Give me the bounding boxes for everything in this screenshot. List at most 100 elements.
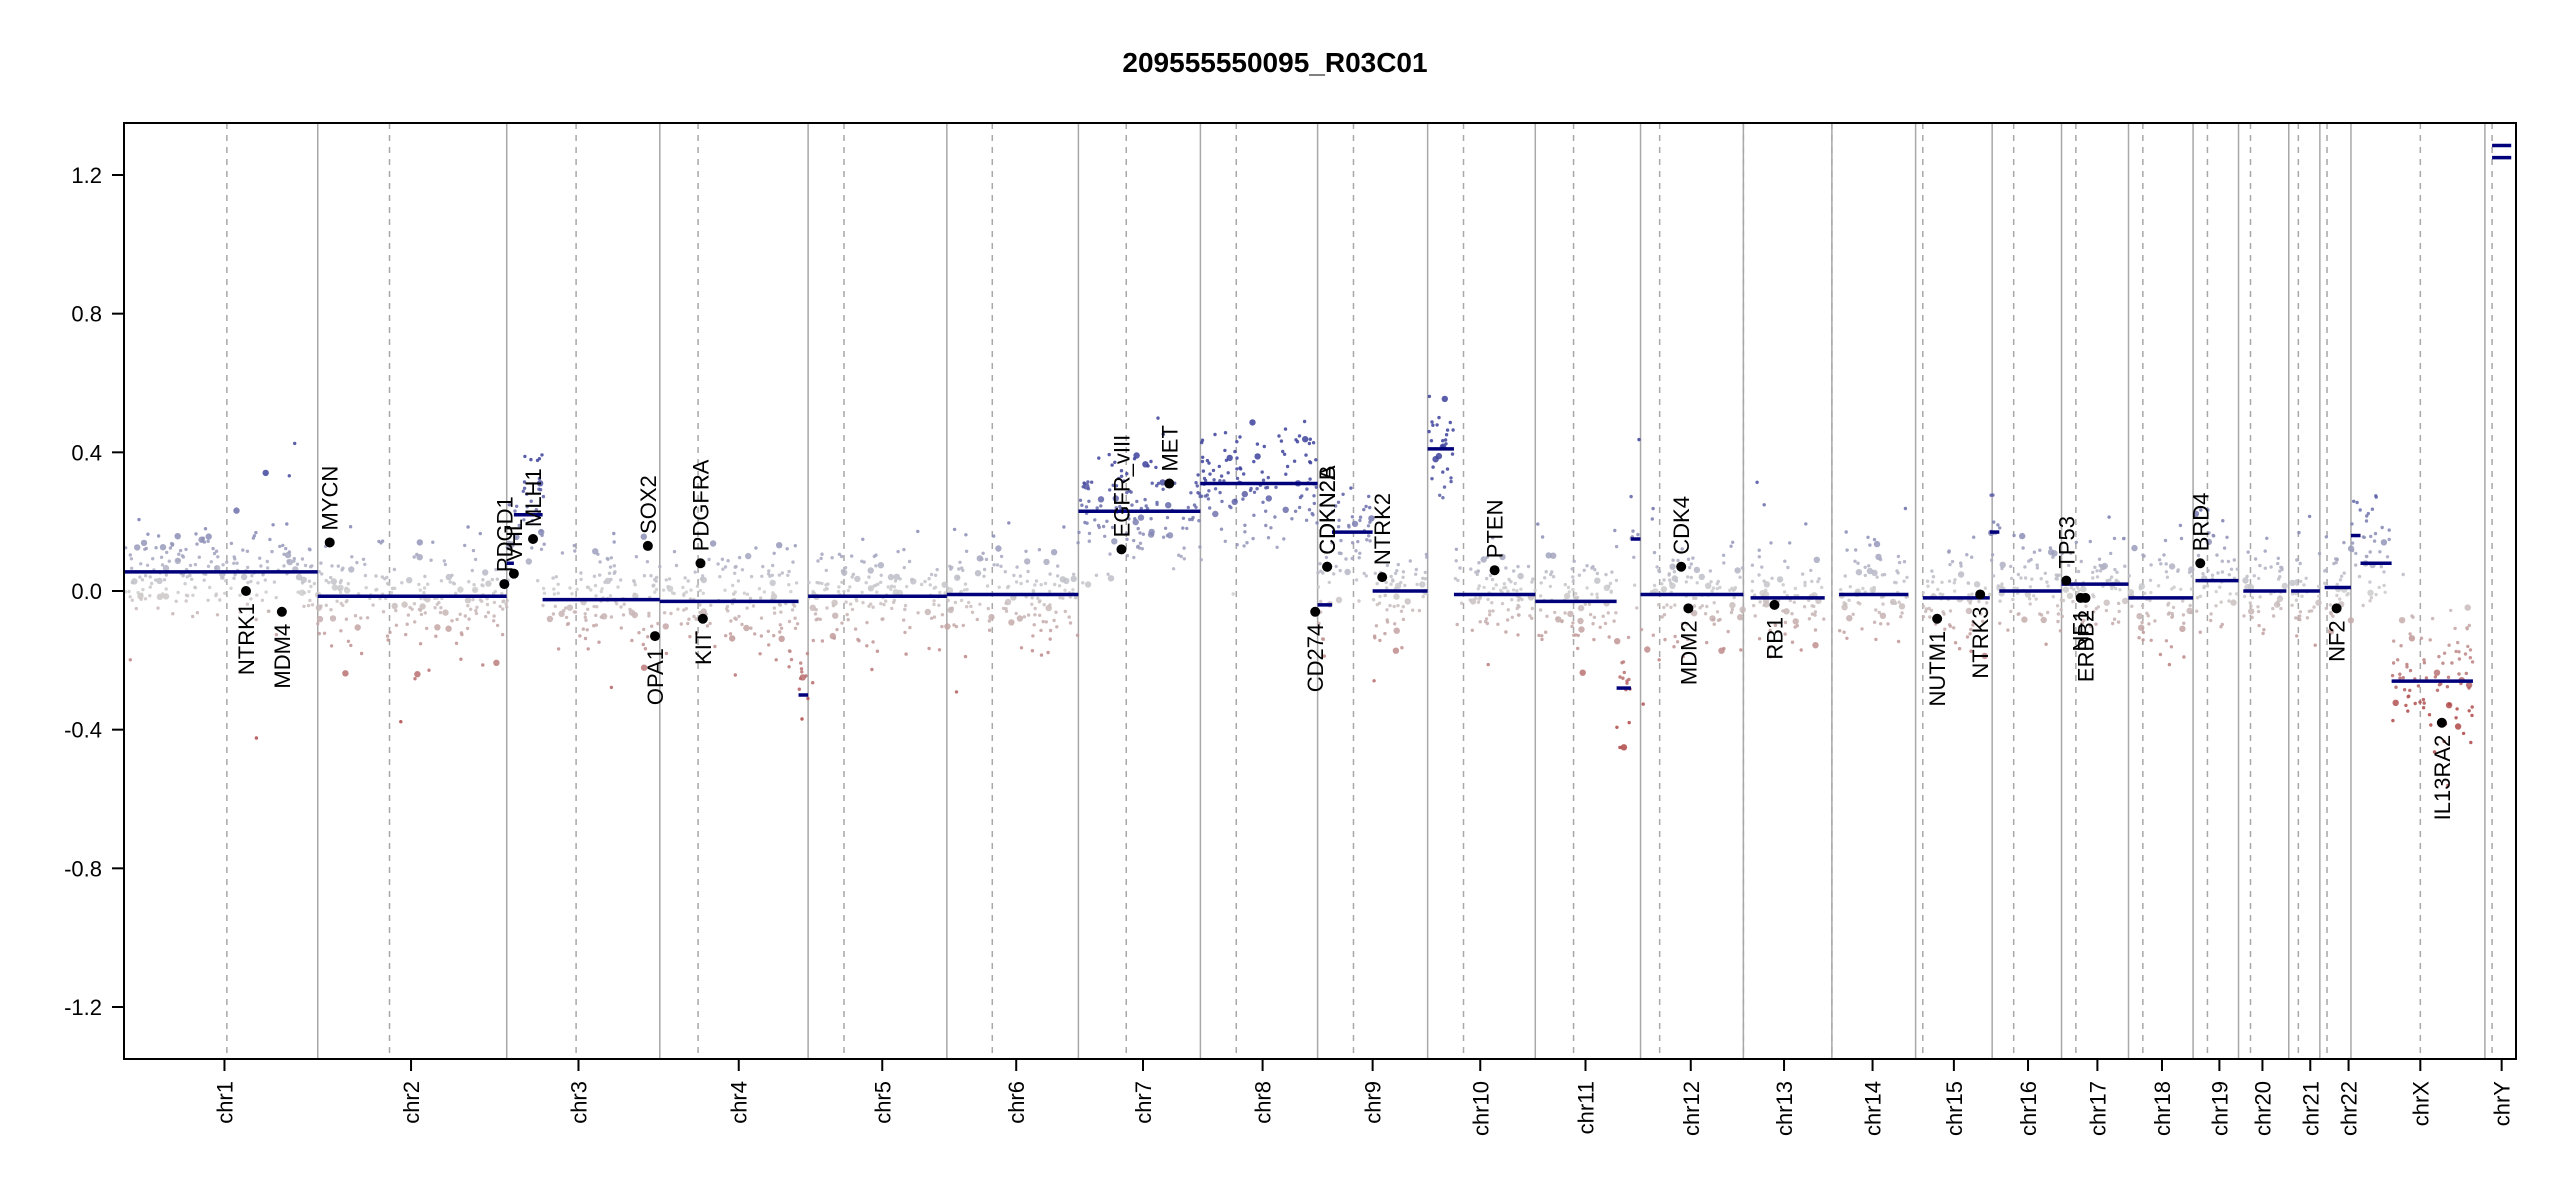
probe-point <box>406 577 413 584</box>
probe-point <box>1373 571 1378 575</box>
probe-point <box>484 614 488 619</box>
probe-point <box>1786 565 1790 570</box>
probe-point <box>346 639 351 643</box>
probe-point <box>724 634 728 638</box>
probe-point <box>1378 638 1382 643</box>
probe-point <box>233 507 240 514</box>
probe-point <box>1752 593 1757 597</box>
probe-point <box>1443 438 1448 442</box>
probe-points <box>123 394 2475 788</box>
probe-point <box>579 571 583 575</box>
probe-point <box>1516 564 1520 569</box>
probe-point <box>448 580 452 584</box>
probe-point <box>1712 601 1716 605</box>
probe-point <box>2138 624 2145 631</box>
probe-point <box>1810 612 1815 616</box>
probe-point <box>2361 603 2365 608</box>
probe-point <box>1614 638 1621 645</box>
probe-point <box>556 647 561 651</box>
probe-point <box>940 613 945 617</box>
probe-point <box>1500 601 1505 606</box>
probe-point <box>790 608 795 612</box>
probe-point <box>1729 544 1733 548</box>
probe-point <box>572 543 576 548</box>
probe-point <box>1393 627 1400 634</box>
probe-point <box>1319 599 1323 604</box>
probe-point <box>759 634 764 638</box>
probe-point <box>1846 615 1853 622</box>
probe-point <box>419 612 424 617</box>
probe-point <box>1242 472 1246 476</box>
probe-point <box>282 552 286 556</box>
probe-point <box>270 549 274 554</box>
probe-point <box>2016 572 2021 577</box>
probe-point <box>1820 585 1824 590</box>
probe-point <box>471 548 476 553</box>
probe-point <box>2428 638 2432 642</box>
probe-point <box>1592 637 1596 642</box>
probe-point <box>128 553 132 557</box>
probe-point <box>1125 472 1129 476</box>
probe-point <box>1086 480 1090 484</box>
probe-point <box>2335 593 2339 598</box>
probe-point <box>2044 642 2048 646</box>
probe-point <box>1528 614 1532 618</box>
probe-point <box>184 599 188 603</box>
probe-point <box>1393 593 1400 600</box>
probe-point <box>985 584 990 588</box>
probe-point <box>1895 569 1899 573</box>
probe-point <box>2368 550 2372 554</box>
probe-point <box>1607 584 1611 588</box>
probe-point <box>1421 576 1425 580</box>
probe-point <box>1389 574 1393 579</box>
probe-point <box>1813 556 1821 563</box>
probe-point <box>310 603 315 607</box>
probe-point <box>128 595 132 599</box>
probe-point <box>1543 576 1547 580</box>
probe-point <box>1399 609 1404 613</box>
probe-point <box>1570 567 1574 571</box>
probe-point <box>2137 636 2141 640</box>
probe-point <box>662 623 669 630</box>
probe-point <box>2298 561 2302 566</box>
probe-point <box>2328 603 2333 607</box>
probe-point <box>180 554 185 558</box>
probe-point <box>2290 603 2294 607</box>
probe-point <box>1866 535 1870 539</box>
probe-point <box>2380 525 2384 530</box>
probe-point <box>2244 584 2251 591</box>
probe-point <box>987 628 992 632</box>
probe-point <box>2387 528 2391 532</box>
probe-point <box>423 611 427 615</box>
probe-point <box>193 562 198 567</box>
probe-point <box>223 591 227 595</box>
probe-point <box>1878 557 1883 562</box>
probe-point <box>380 575 384 579</box>
probe-point <box>258 556 262 560</box>
probe-point <box>1339 551 1343 556</box>
probe-point <box>1141 532 1146 536</box>
probe-point <box>1198 545 1202 549</box>
probe-point <box>2350 522 2354 526</box>
probe-point <box>1792 600 1797 604</box>
probe-point <box>264 590 268 594</box>
probe-point <box>1235 467 1239 471</box>
probe-point <box>1844 602 1848 606</box>
probe-point <box>632 579 636 583</box>
y-axis: -1.2-0.8-0.40.00.40.81.2 <box>64 163 124 1020</box>
probe-point <box>2199 508 2203 512</box>
probe-point <box>1337 518 1341 522</box>
probe-point <box>1854 548 1858 552</box>
centromere-lines <box>226 123 2493 1059</box>
probe-point <box>1094 573 1099 577</box>
probe-point <box>2354 563 2358 567</box>
probe-point <box>238 610 242 614</box>
probe-point <box>2445 702 2453 709</box>
probe-point <box>1698 606 1702 610</box>
probe-point <box>640 664 648 671</box>
probe-point <box>2214 604 2218 608</box>
probe-point <box>308 598 312 603</box>
probe-point <box>2114 586 2118 591</box>
probe-point <box>999 554 1004 559</box>
probe-point <box>1506 618 1510 622</box>
